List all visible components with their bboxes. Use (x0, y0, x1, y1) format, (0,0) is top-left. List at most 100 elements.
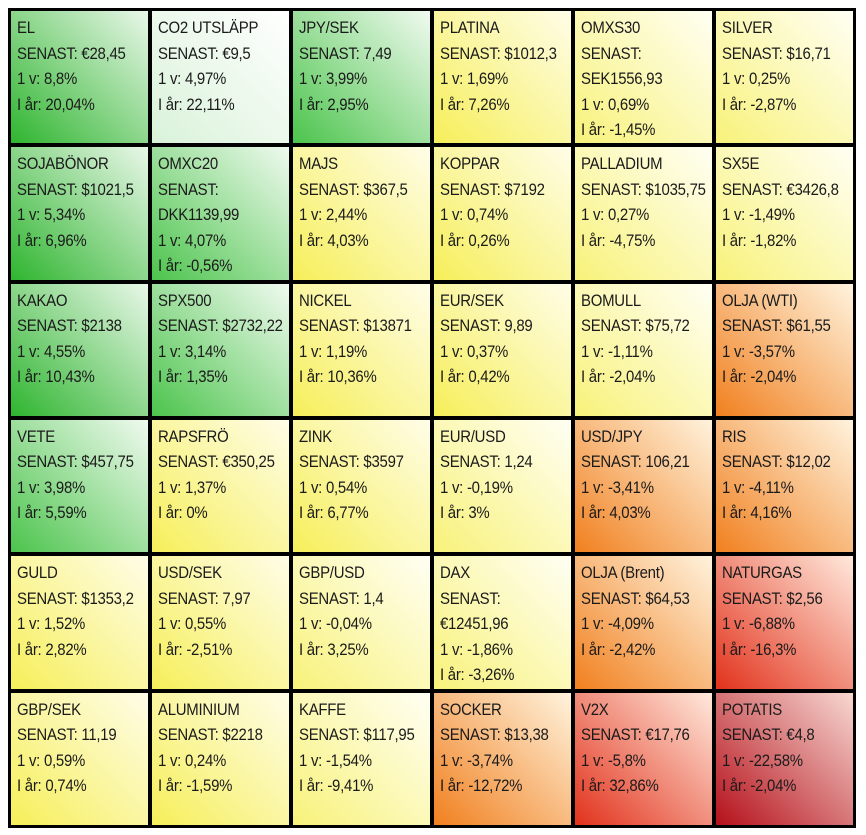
tile-stat: 1 v: -3,57% (722, 341, 795, 361)
tile-name: POTATIS (722, 699, 782, 719)
market-tile: GBP/USD SENAST: 1,4 1 v: -0,04% I år: 3,25% (293, 556, 430, 689)
market-tile: VETE SENAST: $457,75 1 v: 3,98% I år: 5,59% (11, 419, 148, 553)
tile-stat: SENAST: $75,72 (581, 316, 690, 336)
tile-stat: I år: 0,26% (440, 230, 510, 250)
tile-stat: 1 v: 4,97% (158, 69, 227, 88)
tile-name: SPX500 (158, 290, 212, 310)
tile-stat: I år: 6,77% (299, 503, 369, 523)
tile-stat: 1 v: -0,19% (440, 477, 513, 497)
market-tile: OLJA (Brent) SENAST: $64,53 1 v: -4,09% I å… (575, 556, 712, 689)
tile-stat: 1 v: -1,86% (440, 639, 513, 659)
tile-stat: I år: -2,04% (722, 776, 797, 796)
tile-stat: 1 v: 0,27% (581, 205, 650, 225)
tile-name: MAJS (299, 154, 338, 174)
tile-stat: I år: 0,42% (440, 367, 510, 387)
tile-stat: I år: -1,59% (158, 776, 233, 796)
market-tile: DAX SENAST: €12451,96 1 v: -1,86% I år: -3,2… (434, 556, 571, 689)
tile-name: EL (17, 18, 35, 37)
tile-name: V2X (581, 699, 609, 719)
tile-stat: I år: 2,95% (299, 94, 369, 114)
tile-stat: SENAST: €3426,8 (722, 179, 839, 199)
tile-name: VETE (17, 426, 56, 446)
tile-stat: 1 v: -22,58% (722, 750, 803, 770)
tile-stat: 1 v: -1,49% (722, 205, 795, 225)
tile-stat: SENAST: $2732,22 (158, 316, 283, 336)
tile-stat: I år: 4,16% (722, 503, 792, 523)
tile-stat: 1 v: 1,69% (440, 69, 509, 88)
tile-stat: I år: -2,04% (722, 367, 797, 387)
tile-stat: 1 v: -3,41% (581, 477, 654, 497)
tile-stat: 1 v: -4,09% (581, 614, 654, 634)
tile-name: PLATINA (440, 18, 500, 37)
market-tile: GULD SENAST: $1353,2 1 v: 1,52% I år: 2,82% (11, 556, 148, 689)
tile-stat: 1 v: 3,99% (299, 69, 368, 88)
tile-stat: SENAST: $64,53 (581, 588, 690, 608)
tile-stat: I år: -1,82% (722, 230, 797, 250)
tile-stat: I år: -2,87% (722, 94, 797, 114)
tile-stat: SENAST: $3597 (299, 452, 404, 472)
market-tile: POTATIS SENAST: €4,8 1 v: -22,58% I år: -2,… (716, 692, 853, 825)
market-tile: KOPPAR SENAST: $7192 1 v: 0,74% I år: 0,26% (434, 147, 571, 280)
tile-stat: SENAST: $1353,2 (17, 588, 134, 608)
tile-name: CO2 UTSLÄPP (158, 18, 259, 37)
tile-stat: SENAST: $7192 (440, 179, 545, 199)
tile-stat: 1 v: -0,04% (299, 614, 372, 634)
tile-name: OLJA (Brent) (581, 563, 665, 583)
tile-name: USD/SEK (158, 563, 222, 583)
tile-stat: I år: -1,45% (581, 120, 656, 139)
tile-stat: SENAST: $1012,3 (440, 43, 557, 63)
market-tile: CO2 UTSLÄPP SENAST: €9,5 1 v: 4,97% I år: 2… (152, 11, 289, 144)
tile-name: KAKAO (17, 290, 68, 310)
tile-name: ALUMINIUM (158, 699, 240, 719)
tile-stat: 1 v: 0,24% (158, 750, 227, 770)
market-tile: MAJS SENAST: $367,5 1 v: 2,44% I år: 4,03% (293, 147, 430, 280)
tile-stat: SENAST: $16,71 (722, 43, 831, 63)
tile-name: KAFFE (299, 699, 346, 719)
tile-stat: 1 v: 5,34% (17, 205, 86, 225)
tile-name: USD/JPY (581, 426, 643, 446)
tile-name: DAX (440, 563, 470, 583)
tile-stat: SENAST: €4,8 (722, 725, 815, 745)
market-tile: KAFFE SENAST: $117,95 1 v: -1,54% I år: -9,… (293, 692, 430, 825)
tile-stat: SENAST: 9,89 (440, 316, 533, 336)
tile-stat: 1 v: 0,37% (440, 341, 509, 361)
tile-stat: SENAST: (158, 179, 219, 199)
tile-stat: I år: 0,74% (17, 776, 87, 796)
tile-stat: SENAST: (440, 588, 501, 608)
tile-name: RIS (722, 426, 747, 446)
tile-stat: I år: 10,36% (299, 367, 377, 387)
tile-stat: 1 v: 0,25% (722, 69, 791, 88)
tile-stat: I år: 3% (440, 503, 490, 523)
tile-stat: €12451,96 (440, 614, 509, 634)
tile-stat: SENAST: 7,49 (299, 43, 392, 63)
heatmap-grid: EL SENAST: €28,45 1 v: 8,8% I år: 20,04% CO2… (8, 8, 856, 828)
tile-stat: I år: -12,72% (440, 776, 523, 796)
tile-stat: SEK1556,93 (581, 69, 663, 88)
tile-stat: 1 v: 4,55% (17, 341, 86, 361)
tile-stat: SENAST: 1,4 (299, 588, 384, 608)
tile-stat: 1 v: -1,54% (299, 750, 372, 770)
tile-name: JPY/SEK (299, 18, 359, 37)
tile-stat: I år: 6,96% (17, 230, 87, 250)
tile-stat: SENAST: $12,02 (722, 452, 831, 472)
market-tile: RIS SENAST: $12,02 1 v: -4,11% I år: 4,16% (716, 419, 853, 553)
tile-stat: SENAST: $367,5 (299, 179, 408, 199)
market-tile: OMXS30 SENAST: SEK1556,93 1 v: 0,69% I år: -… (575, 11, 712, 144)
market-tile: ALUMINIUM SENAST: $2218 1 v: 0,24% I år: -1… (152, 692, 289, 825)
market-tile: SOCKER SENAST: $13,38 1 v: -3,74% I år: -12… (434, 692, 571, 825)
tile-name: RAPSFRÖ (158, 426, 229, 446)
tile-stat: 1 v: 0,59% (17, 750, 86, 770)
tile-stat: SENAST: €350,25 (158, 452, 275, 472)
tile-stat: 1 v: 3,98% (17, 477, 86, 497)
market-tile: NICKEL SENAST: $13871 1 v: 1,19% I år: 10,3… (293, 283, 430, 416)
tile-stat: I år: -3,26% (440, 665, 515, 685)
tile-stat: SENAST: 1,24 (440, 452, 533, 472)
tile-name: GULD (17, 563, 58, 583)
tile-name: BOMULL (581, 290, 641, 310)
tile-stat: 1 v: -5,8% (581, 750, 646, 770)
tile-name: PALLADIUM (581, 154, 663, 174)
tile-name: OLJA (WTI) (722, 290, 798, 310)
tile-stat: SENAST: $1021,5 (17, 179, 134, 199)
tile-stat: SENAST: 11,19 (17, 725, 117, 745)
tile-stat: I år: 1,35% (158, 367, 228, 387)
